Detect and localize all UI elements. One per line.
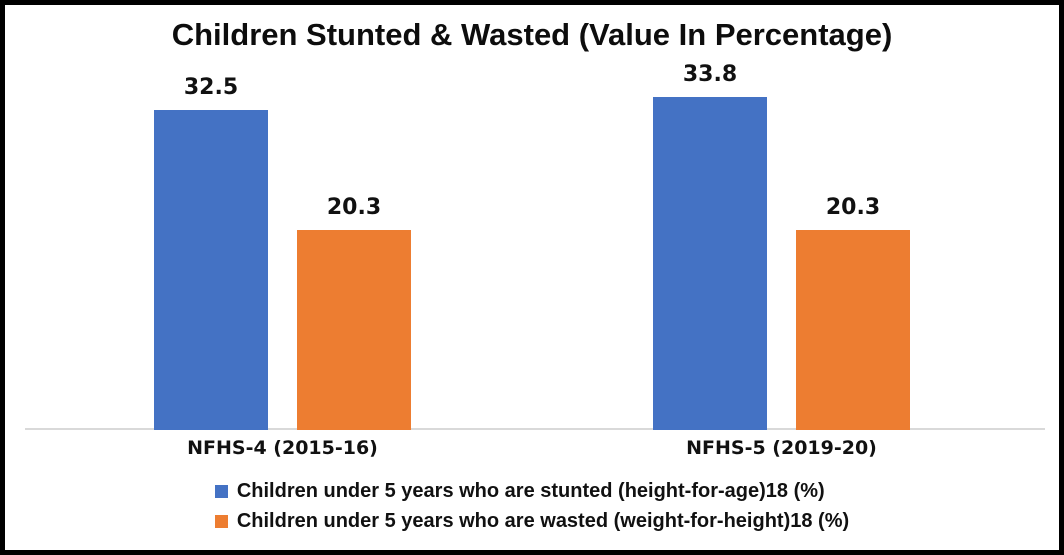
- bar-groups-container: 32.5 20.3 33.8 20.3: [33, 53, 1031, 430]
- bar-value-label: 20.3: [326, 195, 382, 221]
- bar-value-label: 20.3: [825, 195, 881, 221]
- legend-swatch-stunted-icon: [214, 485, 228, 498]
- bar-column-wasted: 20.3: [796, 195, 910, 430]
- x-axis-line: [25, 428, 1045, 430]
- legend-label-wasted: Children under 5 years who are wasted (w…: [236, 510, 850, 532]
- category-label-nfhs4: NFHS-4 (2015-16): [187, 437, 378, 459]
- bar-column-stunted: 33.8: [653, 62, 767, 430]
- legend-swatch-wasted-icon: [214, 515, 228, 528]
- bar-group: 33.8 20.3: [532, 53, 1031, 430]
- bar-wasted: [796, 230, 910, 430]
- bar-value-label: 32.5: [183, 74, 239, 100]
- legend-item-stunted: Children under 5 years who are stunted (…: [214, 480, 849, 503]
- legend: Children under 5 years who are stunted (…: [214, 480, 850, 533]
- legend-label-stunted: Children under 5 years who are stunted (…: [236, 480, 825, 502]
- chart-title: Children Stunted & Wasted (Value In Perc…: [171, 17, 893, 52]
- bar-group: 32.5 20.3: [33, 53, 532, 430]
- bar-value-label: 33.8: [682, 62, 738, 88]
- bar-column-stunted: 32.5: [154, 75, 268, 430]
- bar-column-wasted: 20.3: [297, 195, 411, 430]
- bar-stunted: [154, 109, 268, 430]
- bar-wasted: [297, 230, 411, 430]
- legend-item-wasted: Children under 5 years who are wasted (w…: [214, 510, 850, 533]
- bar-stunted: [653, 97, 767, 430]
- category-axis: NFHS-4 (2015-16) NFHS-5 (2019-20): [5, 437, 1059, 459]
- category-label-nfhs5: NFHS-5 (2019-20): [686, 437, 877, 459]
- plot-area: 32.5 20.3 33.8 20.3: [5, 53, 1059, 430]
